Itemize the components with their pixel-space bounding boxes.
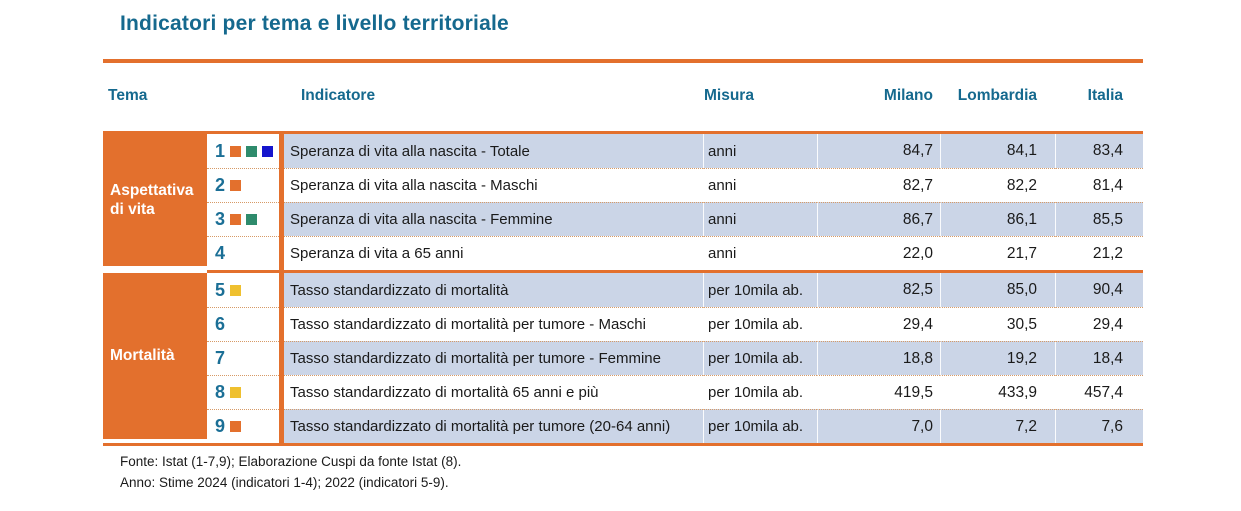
- misura-cell: per 10mila ab.: [703, 273, 817, 307]
- orange-square-icon: [230, 145, 242, 157]
- indicator-number: 9: [215, 416, 226, 436]
- column-header-tema: Tema: [108, 87, 148, 104]
- group-accent-bar: [279, 134, 284, 270]
- indicator-name-cell: Tasso standardizzato di mortalità 65 ann…: [284, 375, 703, 409]
- indicator-name-cell: Tasso standardizzato di mortalità per tu…: [284, 307, 703, 341]
- milano-value-cell: 29,4: [817, 307, 940, 341]
- indicator-number-cell: 9: [207, 409, 279, 443]
- indicator-number: 1: [215, 140, 226, 161]
- indicator-name-cell: Speranza di vita alla nascita - Maschi: [284, 168, 703, 202]
- column-header-indicatore: Indicatore: [301, 87, 376, 104]
- column-header-lombardia: Lombardia: [957, 87, 1037, 104]
- indicator-number: 8: [215, 382, 226, 402]
- lombardia-value-cell: 21,7: [940, 236, 1055, 270]
- table-footnotes: Fonte: Istat (1-7,9); Elaborazione Cuspi…: [120, 452, 461, 494]
- theme-group-mortalita: Mortalità 5 Tasso standardizzato di mortal…: [103, 273, 1143, 443]
- group-separator-spacer: [103, 270, 207, 273]
- misura-cell: per 10mila ab.: [703, 409, 817, 443]
- column-header-italia: Italia: [1087, 87, 1123, 104]
- italia-value-cell: 83,4: [1055, 134, 1143, 168]
- indicator-name-cell: Tasso standardizzato di mortalità per tu…: [284, 341, 703, 375]
- indicator-number: 5: [215, 279, 226, 300]
- italia-value-cell: 21,2: [1055, 236, 1143, 270]
- misura-cell: anni: [703, 168, 817, 202]
- misura-cell: anni: [703, 202, 817, 236]
- indicator-name-cell: Tasso standardizzato di mortalità: [284, 273, 703, 307]
- lombardia-value-cell: 86,1: [940, 202, 1055, 236]
- lombardia-value-cell: 30,5: [940, 307, 1055, 341]
- misura-cell: anni: [703, 236, 817, 270]
- indicator-number: 7: [215, 348, 226, 368]
- theme-group-aspettativa-di-vita: Aspettativa di vita 1 Speranza di vita all…: [103, 134, 1143, 270]
- italia-value-cell: 7,6: [1055, 409, 1143, 443]
- milano-value-cell: 419,5: [817, 375, 940, 409]
- milano-value-cell: 18,8: [817, 341, 940, 375]
- indicator-number-cell: 3: [207, 202, 279, 236]
- yellow-square-icon: [230, 284, 242, 296]
- indicator-number-cell: 4: [207, 236, 279, 270]
- italia-value-cell: 29,4: [1055, 307, 1143, 341]
- indicator-number: 6: [215, 314, 226, 334]
- footnote-anno: Anno: Stime 2024 (indicatori 1-4); 2022 …: [120, 474, 449, 490]
- indicator-number: 3: [215, 209, 226, 229]
- footnote-fonte: Fonte: Istat (1-7,9); Elaborazione Cuspi…: [120, 454, 462, 469]
- theme-label: Mortalità: [110, 347, 175, 365]
- milano-value-cell: 82,7: [817, 168, 940, 202]
- indicator-name-cell: Speranza di vita a 65 anni: [284, 236, 703, 270]
- table-header-row: Tema Indicatore Misura Milano Lombardia …: [103, 83, 1143, 109]
- lombardia-value-cell: 7,2: [940, 409, 1055, 443]
- indicator-number-cell: 6: [207, 307, 279, 341]
- indicator-number: 2: [215, 175, 226, 195]
- lombardia-value-cell: 85,0: [940, 273, 1055, 307]
- lombardia-value-cell: 19,2: [940, 341, 1055, 375]
- indicators-table: Aspettativa di vita 1 Speranza di vita all…: [103, 131, 1143, 446]
- milano-value-cell: 22,0: [817, 236, 940, 270]
- column-header-misura: Misura: [704, 87, 754, 104]
- milano-value-cell: 84,7: [817, 134, 940, 168]
- italia-value-cell: 457,4: [1055, 375, 1143, 409]
- indicator-name-cell: Speranza di vita alla nascita - Totale: [284, 134, 703, 168]
- italia-value-cell: 81,4: [1055, 168, 1143, 202]
- group-accent-bar: [279, 273, 284, 443]
- milano-value-cell: 82,5: [817, 273, 940, 307]
- indicator-name-cell: Speranza di vita alla nascita - Femmine: [284, 202, 703, 236]
- orange-square-icon: [230, 214, 242, 225]
- blue-square-icon: [262, 145, 274, 157]
- orange-square-icon: [230, 421, 242, 432]
- indicator-number-cell: 1: [207, 134, 279, 168]
- milano-value-cell: 7,0: [817, 409, 940, 443]
- title-divider-rule: [103, 59, 1143, 63]
- lombardia-value-cell: 84,1: [940, 134, 1055, 168]
- italia-value-cell: 18,4: [1055, 341, 1143, 375]
- column-header-milano: Milano: [883, 87, 933, 104]
- misura-cell: per 10mila ab.: [703, 341, 817, 375]
- orange-square-icon: [230, 180, 242, 191]
- misura-cell: per 10mila ab.: [703, 307, 817, 341]
- green-square-icon: [246, 214, 258, 225]
- indicator-name-cell: Tasso standardizzato di mortalità per tu…: [284, 409, 703, 443]
- theme-label: Aspettativa di vita: [110, 181, 194, 218]
- indicator-number: 4: [215, 243, 226, 263]
- misura-cell: anni: [703, 134, 817, 168]
- group-separator: [103, 270, 1143, 273]
- indicator-number-cell: 2: [207, 168, 279, 202]
- group-separator-line: [207, 270, 1143, 273]
- indicator-number-cell: 7: [207, 341, 279, 375]
- indicator-number-cell: 5: [207, 273, 279, 307]
- page-title: Indicatori per tema e livello territoria…: [120, 12, 509, 35]
- italia-value-cell: 90,4: [1055, 273, 1143, 307]
- green-square-icon: [246, 145, 258, 157]
- misura-cell: per 10mila ab.: [703, 375, 817, 409]
- italia-value-cell: 85,5: [1055, 202, 1143, 236]
- theme-cell: Mortalità: [103, 273, 207, 439]
- milano-value-cell: 86,7: [817, 202, 940, 236]
- theme-cell: Aspettativa di vita: [103, 134, 207, 266]
- yellow-square-icon: [230, 387, 242, 398]
- indicator-number-cell: 8: [207, 375, 279, 409]
- lombardia-value-cell: 433,9: [940, 375, 1055, 409]
- lombardia-value-cell: 82,2: [940, 168, 1055, 202]
